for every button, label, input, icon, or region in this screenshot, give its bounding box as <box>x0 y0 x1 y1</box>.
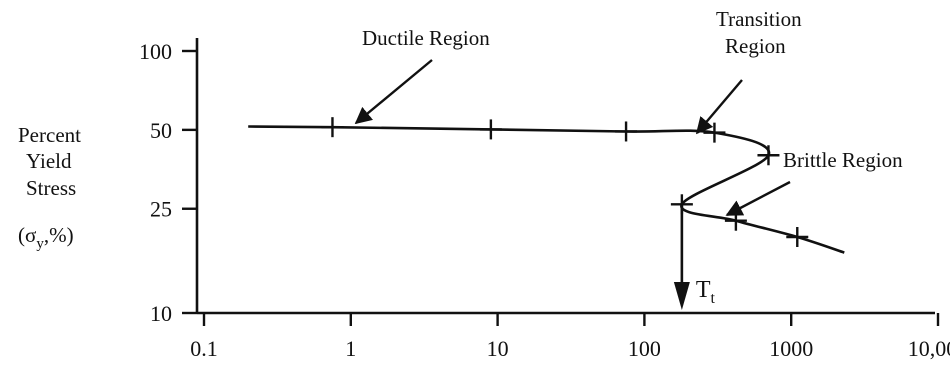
data-point-marker <box>321 117 344 138</box>
y-axis-label-tail: ,%) <box>44 223 74 247</box>
brittle-region-arrow <box>725 180 791 217</box>
y-axis-label-sigma: (σ <box>18 223 36 247</box>
transition-region-label-line-1: Transition <box>716 7 802 31</box>
y-axis-label-line-3: Stress <box>26 176 76 200</box>
transition-region-arrow <box>695 79 743 135</box>
x-tick-label: 1000 <box>769 336 813 361</box>
x-tick-label: 10,000 <box>908 336 950 361</box>
x-tick-label: 100 <box>628 336 661 361</box>
x-tick-label: 1 <box>345 336 356 361</box>
data-point-marker <box>703 122 726 143</box>
brittle-region-label: Brittle Region <box>783 148 903 172</box>
data-point-marker <box>786 227 809 248</box>
series-line <box>248 125 845 254</box>
transition-temperature-label: Tt <box>696 277 716 307</box>
transition-region-label-line-2: Region <box>725 34 786 58</box>
ductile-region-label: Ductile Region <box>362 26 490 50</box>
data-point-marker <box>615 121 638 142</box>
y-axis-label-line-1: Percent <box>18 123 81 147</box>
y-tick-label: 25 <box>150 197 172 222</box>
y-tick-label: 50 <box>150 118 172 143</box>
y-axis-label-symbol: (σy,%) <box>18 223 74 252</box>
x-tick-label: 0.1 <box>190 336 218 361</box>
data-point-marker <box>757 145 780 166</box>
y-axis-label-sub: y <box>36 236 44 252</box>
x-tick-label: 10 <box>487 336 509 361</box>
transition-temperature-arrowhead <box>673 282 690 310</box>
transition-temperature-label-sub: t <box>711 290 716 307</box>
transition-temperature-label-main: T <box>696 277 711 303</box>
data-point-marker <box>479 119 502 140</box>
y-tick-label: 10 <box>150 301 172 326</box>
ductile-region-arrow <box>354 59 433 125</box>
y-axis-label-line-2: Yield <box>26 149 72 173</box>
y-tick-label: 100 <box>139 39 172 64</box>
